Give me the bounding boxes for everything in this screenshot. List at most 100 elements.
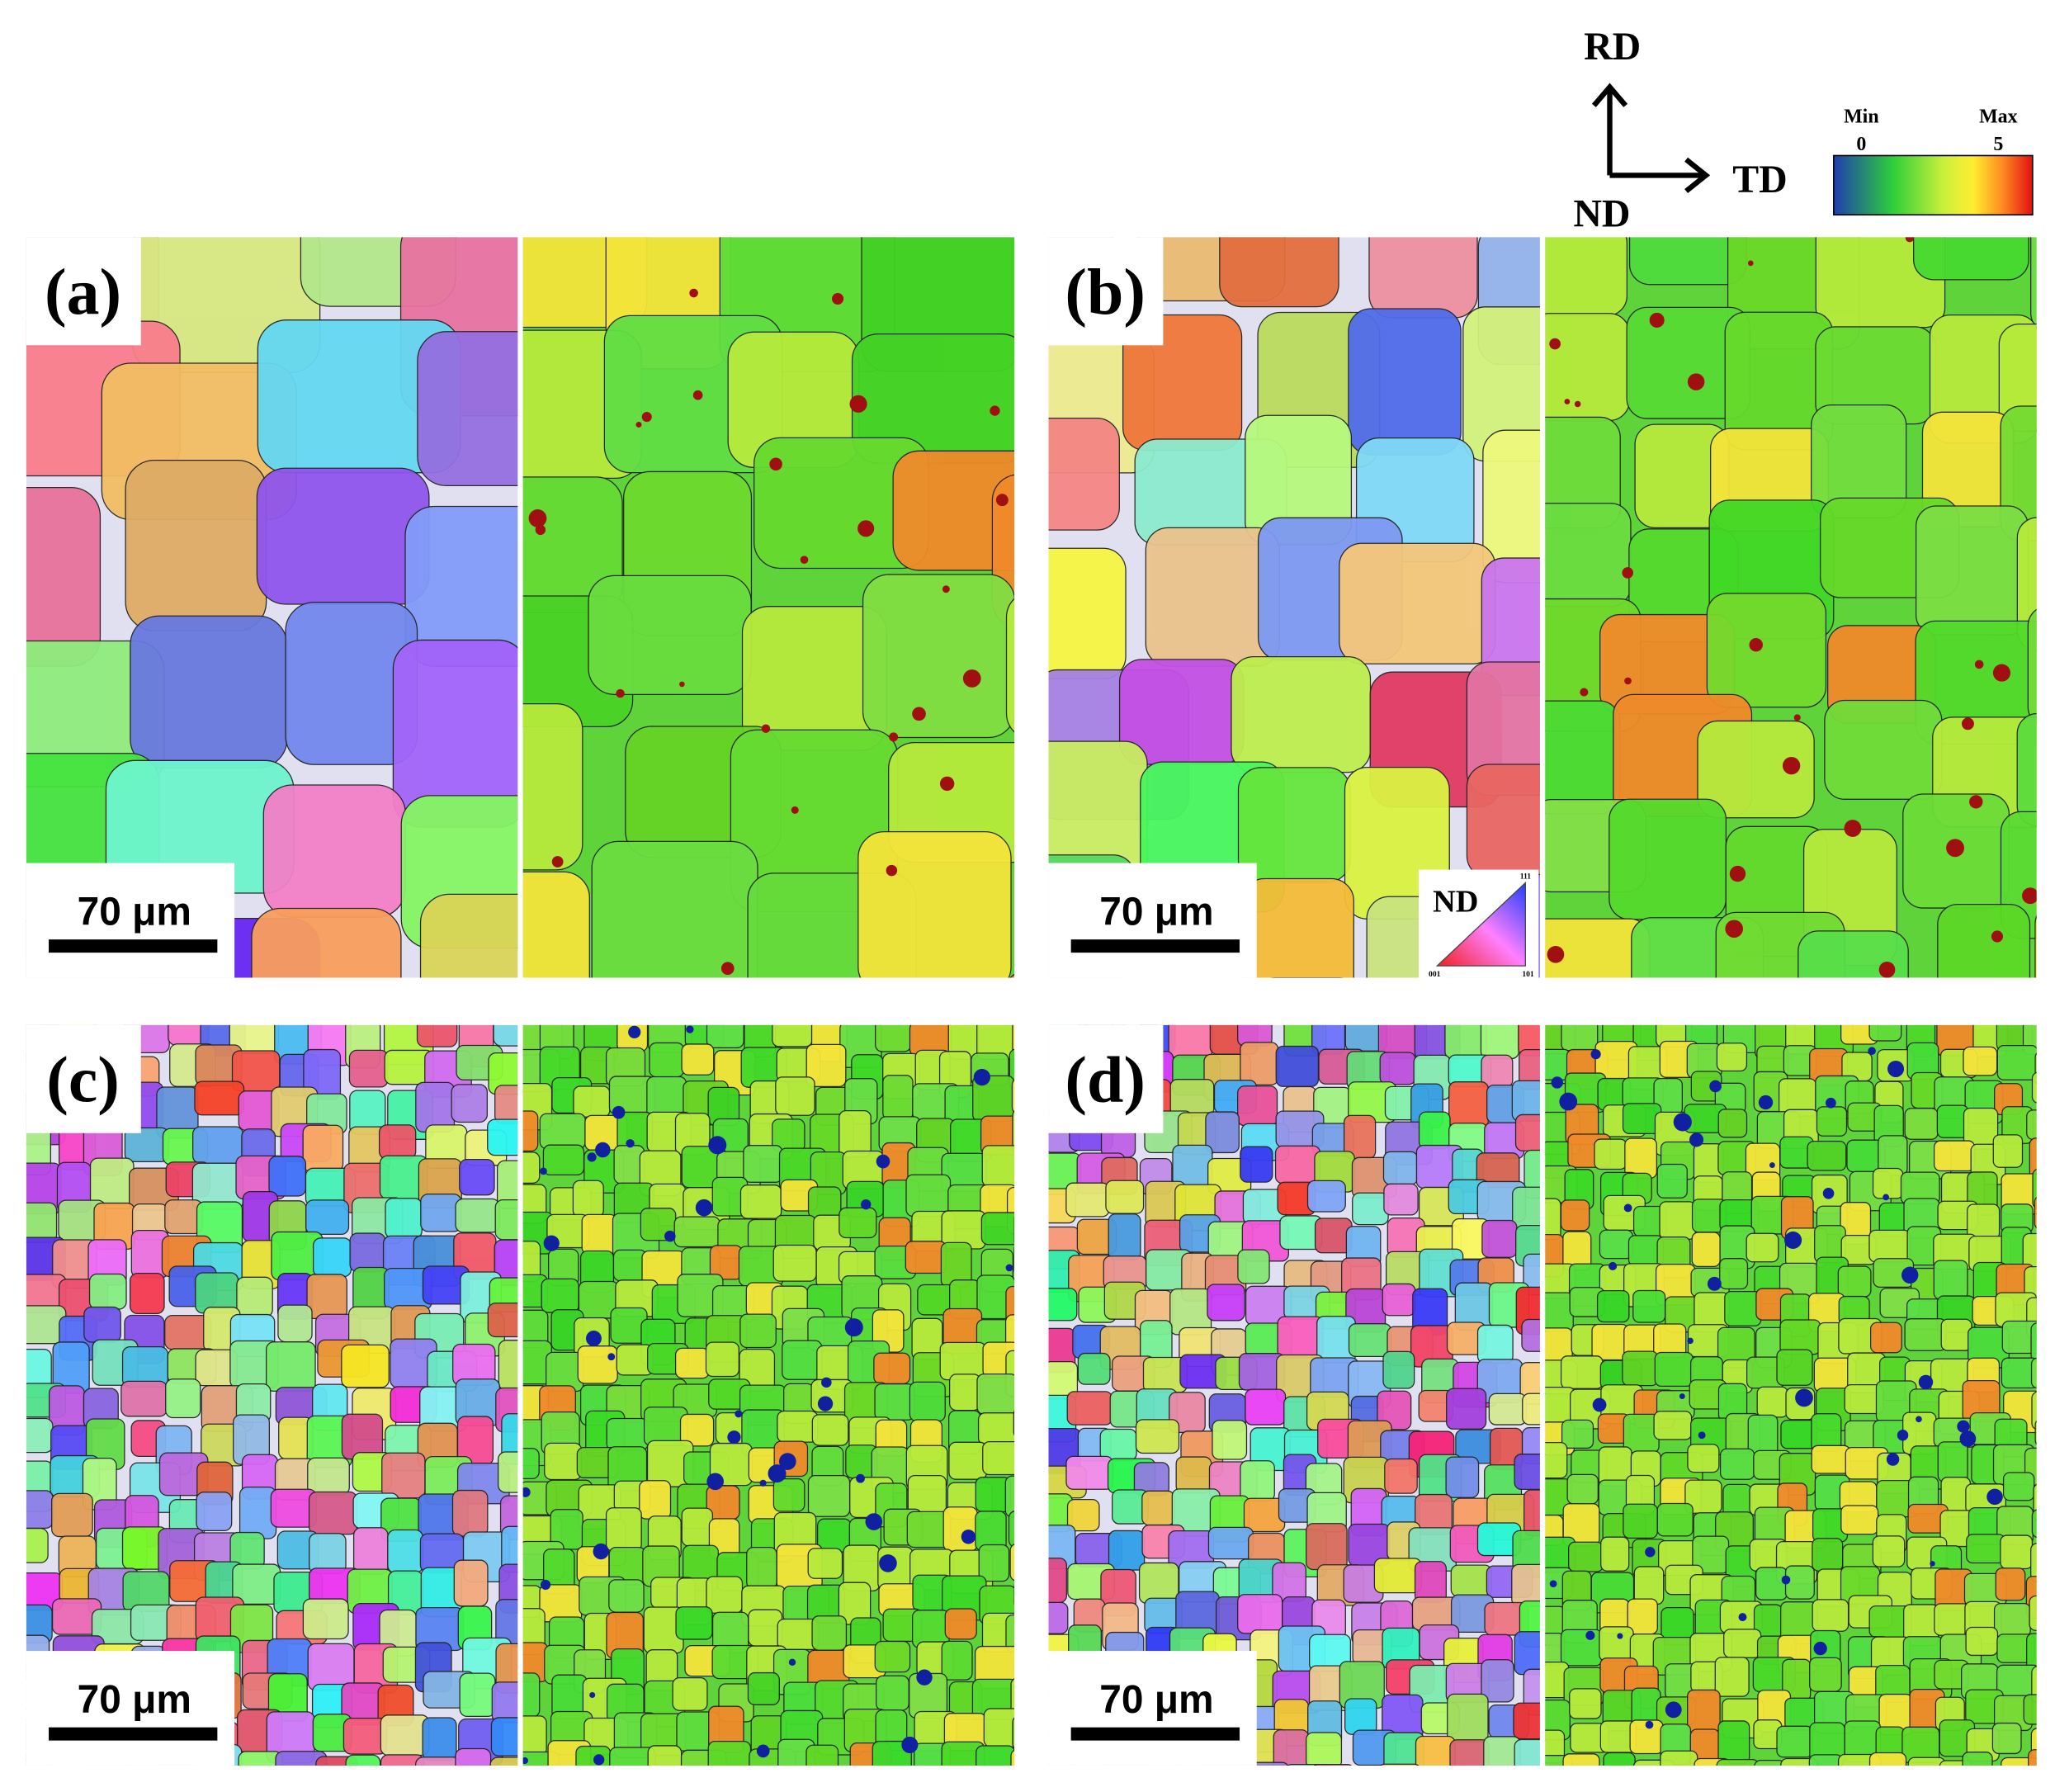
kam-spot — [916, 1669, 933, 1686]
grain — [419, 893, 518, 978]
grain — [2000, 1534, 2034, 1570]
grain — [451, 1084, 488, 1123]
kam-spot — [1649, 312, 1665, 328]
grain — [905, 1241, 947, 1274]
scale-bar-label: 70 μm — [78, 1678, 191, 1722]
grain — [1719, 1258, 1749, 1290]
grain — [1656, 1502, 1694, 1537]
grain — [772, 1244, 817, 1282]
colorbar-max-value: 5 — [1993, 134, 2003, 155]
grain — [1560, 1629, 1603, 1667]
grain — [1561, 1024, 1599, 1052]
kam-spot — [1645, 1720, 1654, 1729]
grain — [1237, 1594, 1283, 1634]
grain — [277, 1304, 313, 1343]
kam-spot — [756, 1744, 770, 1758]
kam-spot — [1826, 1097, 1836, 1109]
grain — [1212, 1420, 1248, 1460]
grain — [1241, 877, 1354, 978]
grain — [739, 1313, 777, 1349]
grain — [414, 1757, 461, 1766]
grain — [2034, 915, 2037, 978]
grain — [194, 1080, 245, 1116]
grain — [302, 1598, 349, 1640]
grain — [455, 1198, 500, 1233]
grain — [26, 1202, 58, 1243]
grain — [1384, 1458, 1418, 1494]
grain — [2028, 1749, 2037, 1766]
grain — [385, 1198, 423, 1239]
kam-spot — [1698, 1431, 1706, 1440]
grain — [1600, 1536, 1630, 1572]
grain — [2031, 1509, 2037, 1539]
grain — [275, 1751, 328, 1766]
kam-spot — [962, 669, 981, 688]
grain — [581, 1213, 617, 1255]
kam-spot — [543, 1235, 560, 1251]
grain — [1352, 1192, 1389, 1226]
grain — [873, 1352, 911, 1385]
grain — [1414, 1561, 1447, 1603]
grain — [976, 1274, 1015, 1320]
grain — [805, 1744, 839, 1766]
kam-spot — [800, 556, 809, 564]
grain — [909, 1381, 946, 1422]
kam-spot — [973, 1068, 990, 1086]
grain — [1066, 1498, 1100, 1532]
kam-spot — [1590, 1049, 1601, 1060]
kam-spot — [522, 1487, 531, 1497]
grain — [1809, 1657, 1842, 1692]
grain — [2030, 237, 2037, 329]
grain — [1904, 1318, 1947, 1351]
grain — [572, 1180, 604, 1218]
grain — [1691, 1232, 1721, 1268]
kam-spot — [1946, 839, 1964, 858]
grain — [341, 1344, 390, 1388]
grain — [26, 1527, 49, 1563]
grain — [1480, 1024, 1519, 1060]
kam-spot — [522, 1757, 528, 1765]
nd-label: ND — [1573, 192, 1630, 236]
grain — [1594, 1138, 1627, 1170]
grain — [1048, 547, 1127, 679]
grain — [1048, 1288, 1078, 1322]
grain — [459, 1672, 496, 1718]
grain — [497, 1451, 518, 1493]
kam-spot — [1769, 1162, 1775, 1168]
kam-spot — [589, 1691, 596, 1699]
grain — [1240, 1042, 1279, 1085]
grain — [2034, 1420, 2037, 1445]
grain — [1756, 1386, 1788, 1418]
kam-map — [522, 1024, 1015, 1766]
grain — [1339, 1767, 1380, 1792]
grain — [306, 1274, 347, 1320]
ipf-key-111: 111 — [1520, 872, 1532, 882]
grain — [1697, 720, 1815, 819]
grain — [862, 574, 1015, 739]
grain — [1004, 1475, 1015, 1518]
kam-spot — [628, 1025, 641, 1038]
grain — [948, 1441, 988, 1480]
grain — [1940, 1318, 1972, 1351]
grain — [238, 1751, 283, 1766]
grain — [1048, 1558, 1067, 1604]
grain — [1511, 1563, 1540, 1607]
grain — [1872, 1535, 1906, 1567]
grain — [1754, 1760, 1786, 1766]
grain — [1011, 1079, 1015, 1113]
scale-bar-label: 70 μm — [78, 891, 191, 934]
kam-spot — [1679, 1393, 1685, 1400]
grain — [1717, 1109, 1748, 1138]
grain — [1379, 1052, 1416, 1085]
scale-bar — [49, 939, 218, 953]
grain — [1313, 1764, 1353, 1766]
grain — [1048, 418, 1120, 531]
kam-spot — [1622, 567, 1634, 579]
grain — [1277, 1316, 1324, 1359]
grain — [772, 1478, 805, 1512]
kam-spot — [1580, 688, 1589, 697]
grain — [1216, 1770, 1253, 1792]
grain — [1348, 308, 1462, 456]
kam-spot — [942, 585, 950, 593]
grain — [1933, 1260, 1968, 1300]
